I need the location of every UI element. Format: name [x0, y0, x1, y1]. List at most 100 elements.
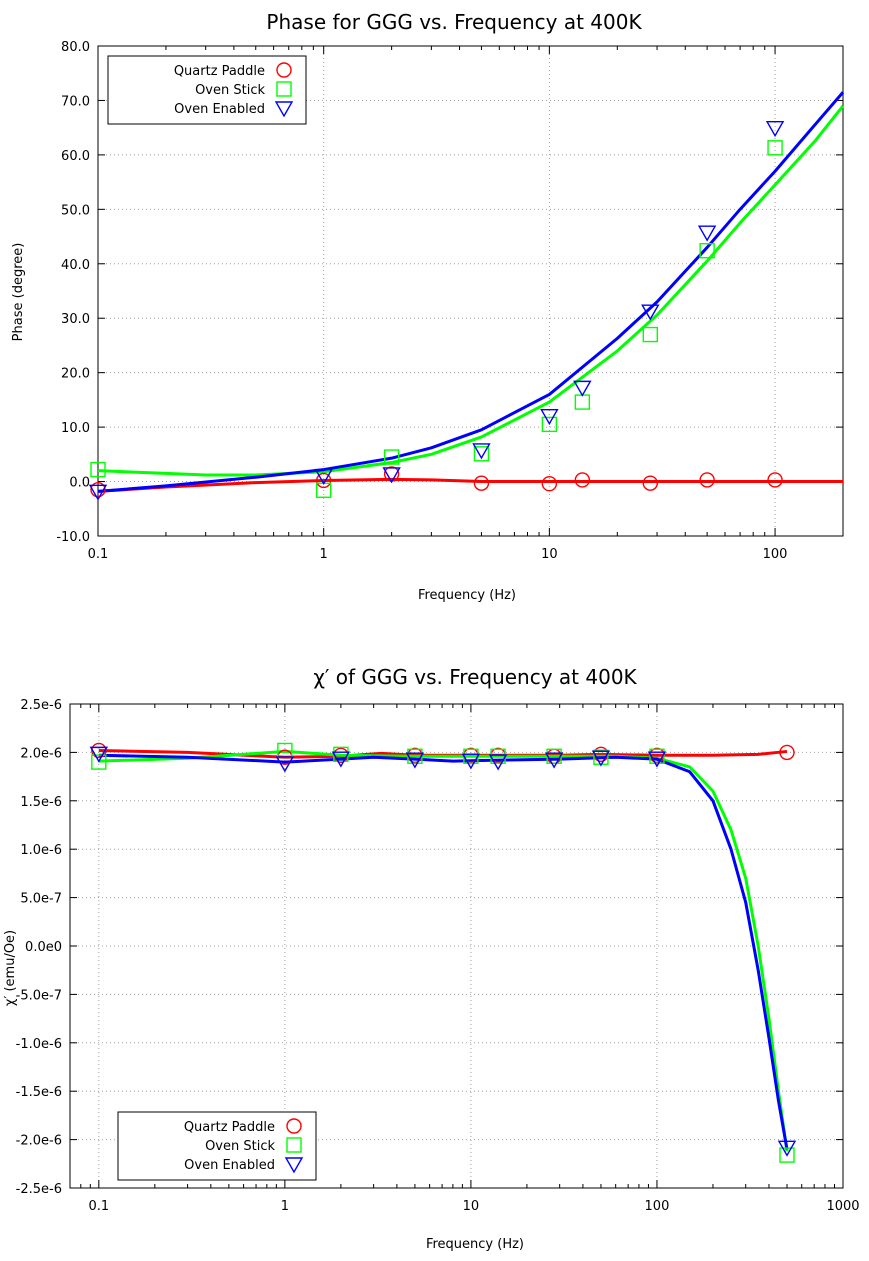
phase-quartz-paddle-point — [767, 472, 783, 488]
phase-legend-label: Quartz Paddle — [174, 64, 265, 79]
chi-y-tick-label: 1.0e-6 — [20, 843, 62, 858]
phase-axes: -10.0 0.0 10.0 20.0 30.0 40.0 50.0 60.0 70.0 80.0… — [56, 40, 844, 562]
chi-x-tick-label: 1 — [281, 1199, 289, 1214]
phase-y-tick-label: 0.0 — [69, 476, 90, 491]
chi-chart: χ′ of GGG vs. Frequency at 400K -2.5e-6-… — [3, 665, 860, 1252]
chi-oven-enabled-point — [591, 750, 611, 767]
chi-y-tick-label: 2.0e-6 — [20, 746, 62, 761]
phase-quartz-paddle-point — [90, 482, 106, 498]
phase-oven-enabled-point — [573, 380, 592, 397]
chi-chart-title: χ′ of GGG vs. Frequency at 400K — [313, 665, 637, 689]
phase-oven-enabled-point — [472, 443, 491, 460]
chi-oven-enabled-point — [275, 756, 295, 773]
chi-y-tick-label: -5.0e-7 — [16, 988, 62, 1003]
phase-plot-frame — [97, 45, 844, 537]
chi-quartz-paddle-point — [779, 744, 795, 761]
chi-y-tick-label: -2.0e-6 — [16, 1134, 62, 1149]
phase-fit-lines — [97, 91, 845, 493]
chi-legend-label: Oven Enabled — [184, 1158, 275, 1173]
chi-y-tick-label: 1.5e-6 — [20, 795, 62, 810]
chi-oven-enabled-point — [89, 746, 109, 763]
phase-y-tick-label: 60.0 — [61, 149, 90, 164]
phase-oven-stick-point — [90, 461, 106, 478]
chi-legend-oven-stick-marker — [286, 1137, 302, 1153]
phase-x-tick-label: 0.1 — [88, 547, 109, 562]
phase-legend-box — [107, 55, 307, 125]
phase-chart-title: Phase for GGG vs. Frequency at 400K — [266, 10, 642, 34]
chi-y-tick-label: -2.5e-6 — [16, 1182, 62, 1197]
chi-legend-oven-enabled-marker — [284, 1157, 304, 1174]
chi-x-tick-label: 0.1 — [88, 1199, 109, 1214]
phase-oven-stick-point — [699, 243, 715, 259]
chi-plot-frame — [69, 703, 844, 1189]
chi-oven-enabled-point — [544, 752, 564, 769]
chi-y-tick-label: 0.0e0 — [25, 940, 62, 955]
phase-y-tick-label: 40.0 — [61, 258, 90, 273]
chi-y-tick-label: -1.0e-6 — [16, 1037, 62, 1052]
phase-y-tick-label: 20.0 — [61, 367, 90, 382]
chi-oven-enabled-point — [461, 753, 481, 770]
phase-y-tick-label: 10.0 — [61, 421, 90, 436]
phase-y-tick-label: -10.0 — [56, 530, 90, 545]
phase-data-points — [88, 120, 785, 501]
phase-grid — [98, 46, 843, 536]
phase-oven-enabled-point — [314, 468, 333, 485]
chi-x-tick-label: 1000 — [826, 1199, 859, 1214]
chi-oven-enabled-point — [777, 1140, 797, 1157]
chi-legend-label: Oven Stick — [205, 1139, 275, 1154]
phase-quartz-paddle-point — [642, 475, 658, 491]
chi-x-axis-label: Frequency (Hz) — [426, 1237, 524, 1252]
phase-legend-label: Oven Stick — [195, 83, 265, 98]
chi-oven-stick-point — [649, 748, 665, 764]
chi-legend-quartz-paddle-marker — [286, 1118, 302, 1134]
chi-y-tick-label: -1.5e-6 — [16, 1085, 62, 1100]
phase-oven-stick-point — [642, 326, 658, 343]
chi-oven-enabled-point — [647, 751, 667, 768]
chi-data-points — [89, 742, 797, 1163]
chi-y-axis-label: χ′ (emu/Oe) — [3, 930, 18, 1006]
phase-legend-oven-stick-marker — [276, 81, 292, 97]
phase-oven-stick-point — [383, 449, 400, 465]
phase-y-tick-label: 80.0 — [61, 40, 90, 55]
phase-y-tick-label: 50.0 — [61, 203, 90, 218]
chi-oven-stick-point — [91, 754, 107, 770]
phase-oven-enabled-point — [382, 467, 401, 484]
phase-quartz-paddle-point — [541, 476, 558, 492]
chi-y-tick-label: 5.0e-7 — [20, 892, 62, 907]
phase-quartz-paddle-fit-line — [97, 477, 843, 493]
phase-quartz-paddle-point — [699, 472, 715, 488]
phase-oven-enabled-point — [641, 304, 660, 321]
phase-x-axis-label: Frequency (Hz) — [418, 588, 516, 603]
chi-axes: -2.5e-6 -2.0e-6 -1.5e-6 -1.0e-6 -5.0e-7 0.0e0… — [16, 698, 860, 1214]
phase-legend-quartz-paddle-marker — [276, 62, 292, 78]
chi-x-tick-label: 10 — [463, 1199, 480, 1214]
phase-oven-stick-point — [473, 446, 490, 462]
phase-oven-enabled-point — [697, 225, 717, 242]
phase-legend-oven-enabled-marker — [274, 101, 294, 118]
chi-legend-label: Quartz Paddle — [184, 1120, 275, 1135]
phase-y-tick-label: 70.0 — [61, 94, 90, 109]
phase-y-tick-label: 30.0 — [61, 312, 90, 327]
phase-legend: Quartz Paddle Oven Stick Oven Enabled — [107, 55, 307, 125]
phase-oven-stick-point — [574, 394, 591, 410]
chi-legend: Quartz Paddle Oven Stick Oven Enabled — [117, 1111, 317, 1181]
phase-oven-enabled-point — [540, 408, 559, 426]
phase-oven-enabled-fit-line — [97, 91, 845, 493]
phase-legend-label: Oven Enabled — [174, 102, 265, 117]
phase-oven-enabled-point — [765, 120, 785, 138]
phase-x-tick-label: 1 — [320, 547, 328, 562]
phase-quartz-paddle-point — [574, 472, 591, 488]
chi-oven-enabled-point — [405, 752, 425, 769]
chi-oven-enabled-point — [331, 751, 351, 768]
phase-quartz-paddle-point — [473, 475, 490, 491]
phase-x-tick-label: 100 — [763, 547, 788, 562]
chi-x-tick-label: 100 — [645, 1199, 670, 1214]
phase-quartz-paddle-point — [315, 472, 332, 489]
phase-y-axis-label: Phase (degree) — [11, 243, 26, 342]
phase-oven-stick-point — [541, 416, 558, 433]
chi-legend-box — [117, 1111, 317, 1181]
phase-oven-stick-point — [767, 140, 783, 156]
chi-oven-enabled-point — [488, 754, 508, 771]
phase-oven-stick-fit-line — [97, 104, 845, 477]
